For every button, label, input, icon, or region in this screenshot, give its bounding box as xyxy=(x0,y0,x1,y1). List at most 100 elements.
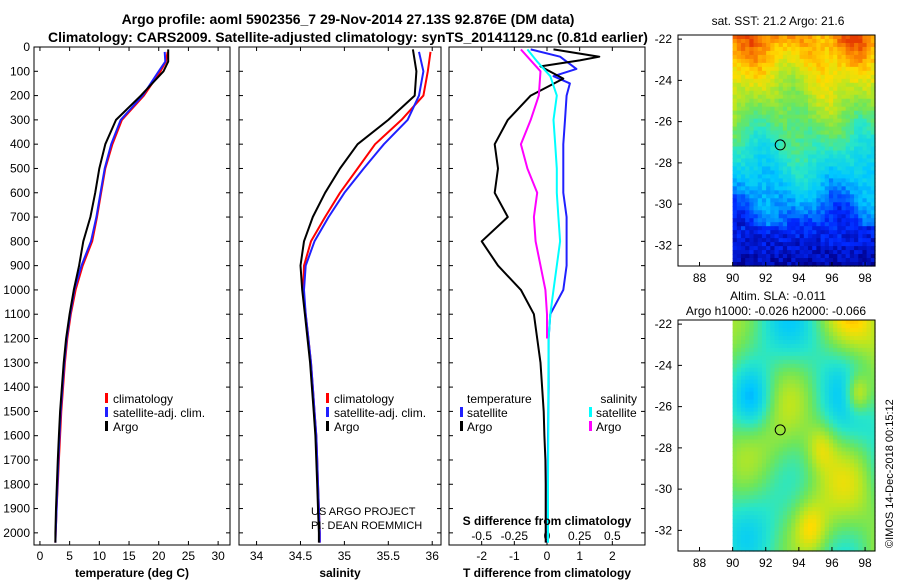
map-cell xyxy=(820,218,826,223)
map-cell xyxy=(791,367,797,373)
map-cell xyxy=(761,42,767,48)
map-cell xyxy=(782,415,788,421)
map-cell xyxy=(841,238,847,243)
map-cell xyxy=(816,74,822,80)
map-cell xyxy=(736,146,742,152)
map-cell xyxy=(870,258,876,263)
map-cell xyxy=(799,543,805,548)
map-cell xyxy=(820,82,826,88)
map-cell xyxy=(766,106,771,112)
map-cell xyxy=(862,531,868,536)
map-cell xyxy=(828,238,834,243)
map-cell xyxy=(732,74,738,80)
map-cell xyxy=(732,62,738,68)
map-cell xyxy=(766,383,771,389)
sla-map: Altim. SLA: -0.011 Argo h1000: -0.026 h2… xyxy=(655,289,876,570)
map-cell xyxy=(778,391,784,397)
map-cell xyxy=(808,246,813,251)
map-cell xyxy=(761,331,767,337)
depth-axis: 0100200300400500600700800900100011001200… xyxy=(3,40,230,540)
map-cell xyxy=(812,403,817,409)
map-cell xyxy=(870,487,876,492)
map-cell xyxy=(862,78,868,84)
map-cell xyxy=(849,122,855,128)
map-cell xyxy=(778,511,784,516)
map-cell xyxy=(858,126,864,132)
map-cell xyxy=(841,335,847,341)
map-cell xyxy=(833,130,838,136)
map-cell xyxy=(745,343,750,349)
map-cell xyxy=(791,46,797,52)
map-cell xyxy=(854,375,859,381)
map-cell xyxy=(787,487,792,492)
map-cell xyxy=(812,407,817,413)
map-cell xyxy=(824,395,830,401)
map-cell xyxy=(845,146,851,152)
map-cell xyxy=(866,355,872,361)
map-cell xyxy=(816,214,822,219)
map-cell xyxy=(745,214,750,219)
map-cell xyxy=(774,170,780,175)
map-cell xyxy=(812,391,817,397)
map-cell xyxy=(866,387,872,393)
map-cell xyxy=(736,114,742,120)
map-cell xyxy=(745,98,750,104)
map-cell xyxy=(870,50,876,56)
map-cell xyxy=(870,178,876,183)
map-cell xyxy=(870,166,876,172)
map-cell xyxy=(732,126,738,132)
map-cell xyxy=(866,198,872,203)
map-cell xyxy=(870,150,876,156)
map-cell xyxy=(787,431,792,437)
map-cell xyxy=(745,234,750,239)
map-cell xyxy=(753,190,759,195)
map-cell xyxy=(778,186,784,191)
map-cell xyxy=(799,519,805,524)
map-cell xyxy=(787,459,792,464)
map-cell xyxy=(732,479,738,484)
map-cell xyxy=(753,419,759,425)
map-cell xyxy=(845,407,851,413)
map-cell xyxy=(854,150,859,156)
map-cell xyxy=(803,379,809,385)
map-cell xyxy=(770,431,776,437)
map-cell xyxy=(816,226,822,231)
map-cell xyxy=(816,535,822,540)
map-cell xyxy=(757,250,763,255)
map-cell xyxy=(745,487,750,492)
map-cell xyxy=(736,154,742,160)
map-cell xyxy=(791,242,797,247)
map-cell xyxy=(749,495,755,500)
map-cell xyxy=(862,70,868,76)
map-cell xyxy=(791,238,797,243)
map-cell xyxy=(795,387,801,393)
map-cell xyxy=(741,42,746,48)
map-cell xyxy=(808,78,813,84)
map-cell xyxy=(761,327,767,333)
depth-tick-label: 2000 xyxy=(3,526,30,540)
map-cell xyxy=(837,531,843,536)
map-cell xyxy=(791,395,797,401)
map-cell xyxy=(854,218,859,223)
map-cell xyxy=(816,94,822,100)
map-cell xyxy=(870,214,876,219)
map-cell xyxy=(824,523,830,528)
map-cell xyxy=(812,511,817,516)
map-cell xyxy=(816,343,822,349)
map-cell xyxy=(841,166,847,172)
map-cell xyxy=(761,246,767,251)
map-cell xyxy=(736,459,742,464)
map-cell xyxy=(753,35,759,40)
map-cell xyxy=(824,371,830,377)
map-cell xyxy=(837,351,843,357)
map-cell xyxy=(866,122,872,128)
map-cell xyxy=(774,58,780,64)
map-cell xyxy=(745,447,750,453)
map-cell xyxy=(820,114,826,120)
map-cell xyxy=(732,355,738,361)
map-cell xyxy=(753,487,759,492)
map-cell xyxy=(816,134,822,140)
map-cell xyxy=(753,403,759,409)
map-cell xyxy=(736,202,742,207)
map-cell xyxy=(824,66,830,72)
